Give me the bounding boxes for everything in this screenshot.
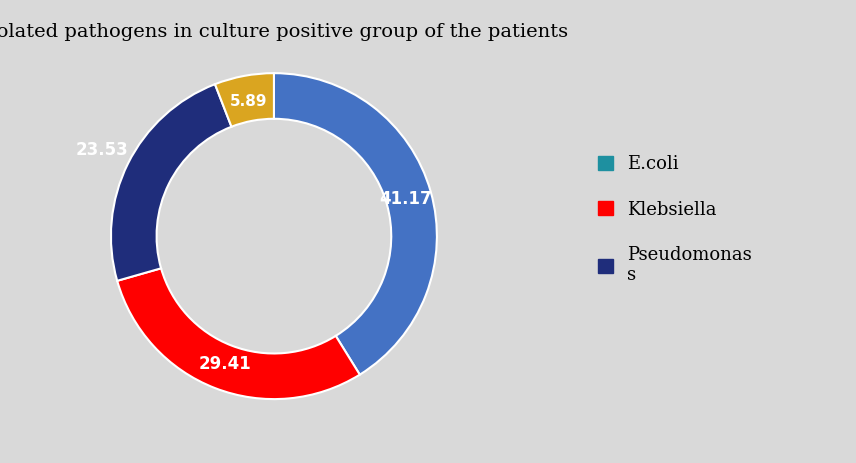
Wedge shape [111, 84, 231, 281]
Wedge shape [117, 268, 360, 399]
Text: 5.89: 5.89 [230, 94, 267, 109]
Wedge shape [215, 73, 274, 127]
Text: 41.17: 41.17 [379, 190, 432, 207]
Wedge shape [274, 73, 437, 375]
Text: 23.53: 23.53 [75, 142, 128, 159]
Text: 29.41: 29.41 [198, 355, 251, 373]
Text: Isolated pathogens in culture positive group of the patients: Isolated pathogens in culture positive g… [0, 23, 568, 41]
Legend: E.coli, Klebsiella, Pseudomonas
s: E.coli, Klebsiella, Pseudomonas s [591, 148, 759, 292]
